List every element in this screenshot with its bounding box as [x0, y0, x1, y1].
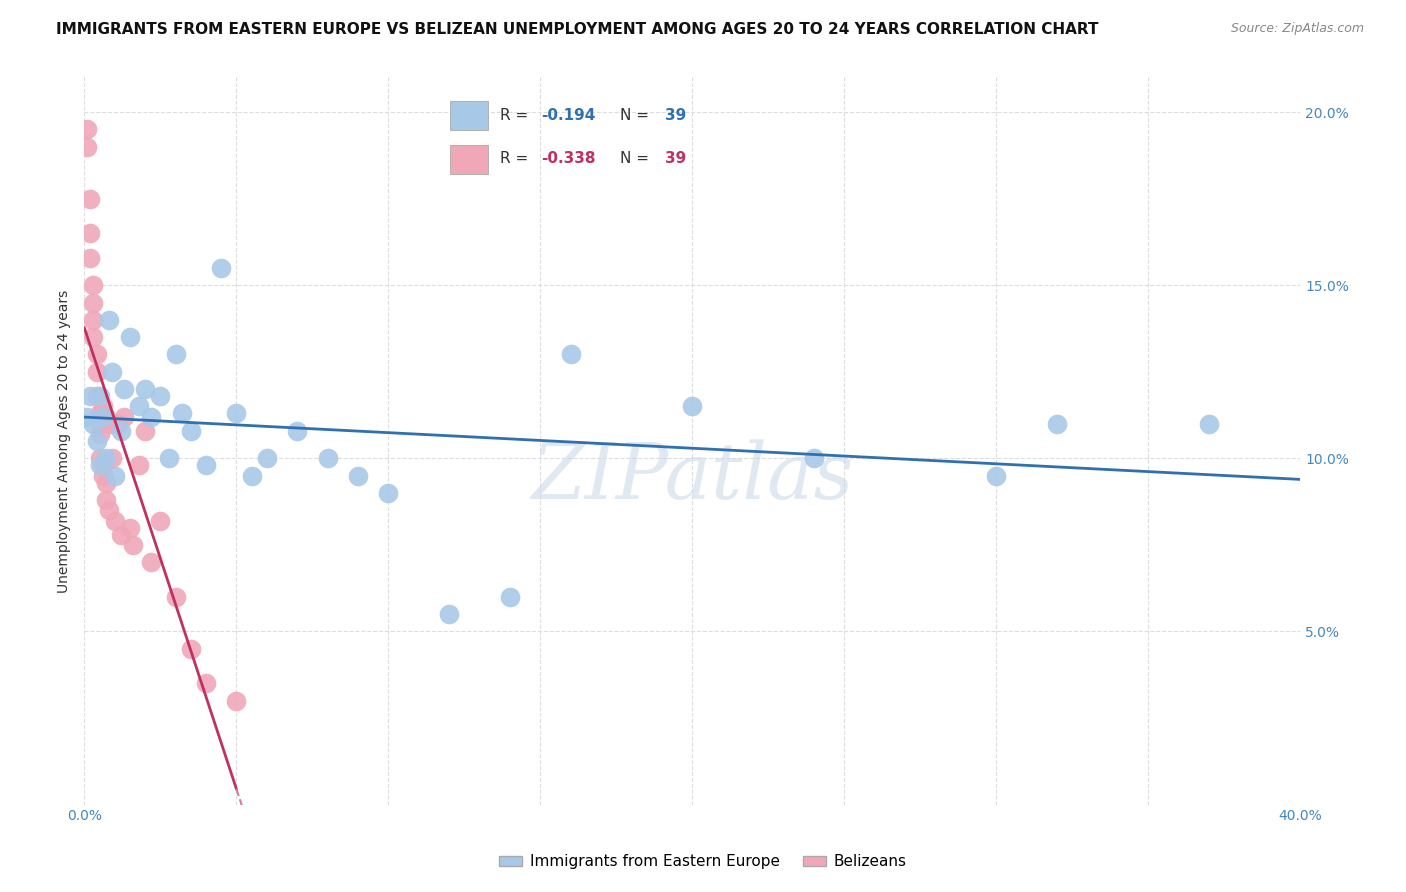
- Point: [94, 492, 117, 507]
- Point: [89, 451, 111, 466]
- Point: [194, 676, 217, 690]
- Point: [86, 347, 108, 361]
- Point: [91, 400, 114, 414]
- Point: [1046, 417, 1069, 431]
- Point: [225, 406, 247, 420]
- Point: [128, 400, 150, 414]
- Point: [91, 468, 114, 483]
- Point: [134, 424, 156, 438]
- Point: [285, 424, 308, 438]
- Point: [89, 427, 111, 442]
- Point: [141, 409, 163, 424]
- Point: [89, 406, 111, 420]
- Point: [82, 295, 104, 310]
- Point: [86, 389, 108, 403]
- Point: [159, 451, 181, 466]
- Point: [128, 458, 150, 473]
- Point: [91, 458, 114, 473]
- Point: [79, 389, 101, 403]
- Point: [89, 417, 111, 431]
- Point: [118, 520, 141, 534]
- Point: [89, 389, 111, 403]
- Point: [180, 424, 202, 438]
- Point: [82, 313, 104, 327]
- Point: [82, 417, 104, 431]
- Point: [79, 251, 101, 265]
- Point: [76, 409, 98, 424]
- Point: [97, 313, 120, 327]
- Point: [94, 475, 117, 490]
- Point: [499, 590, 522, 604]
- Point: [141, 555, 163, 569]
- Point: [134, 382, 156, 396]
- Point: [165, 347, 187, 361]
- Point: [803, 451, 825, 466]
- Point: [107, 417, 129, 431]
- Point: [112, 409, 135, 424]
- Point: [1198, 417, 1220, 431]
- Point: [112, 382, 135, 396]
- Point: [100, 451, 122, 466]
- Point: [76, 139, 98, 153]
- Legend: Immigrants from Eastern Europe, Belizeans: Immigrants from Eastern Europe, Belizean…: [494, 848, 912, 875]
- Point: [97, 503, 120, 517]
- Point: [97, 417, 120, 431]
- Point: [194, 458, 217, 473]
- Y-axis label: Unemployment Among Ages 20 to 24 years: Unemployment Among Ages 20 to 24 years: [58, 289, 72, 592]
- Point: [79, 227, 101, 241]
- Point: [149, 389, 172, 403]
- Point: [149, 514, 172, 528]
- Point: [86, 434, 108, 448]
- Point: [681, 400, 703, 414]
- Point: [110, 424, 132, 438]
- Point: [110, 527, 132, 541]
- Text: ZIPatlas: ZIPatlas: [531, 439, 853, 516]
- Point: [76, 122, 98, 136]
- Point: [347, 468, 370, 483]
- Text: IMMIGRANTS FROM EASTERN EUROPE VS BELIZEAN UNEMPLOYMENT AMONG AGES 20 TO 24 YEAR: IMMIGRANTS FROM EASTERN EUROPE VS BELIZE…: [56, 22, 1098, 37]
- Point: [209, 260, 232, 275]
- Point: [118, 330, 141, 344]
- Point: [560, 347, 582, 361]
- Point: [256, 451, 278, 466]
- Point: [94, 451, 117, 466]
- Point: [122, 538, 145, 552]
- Point: [100, 365, 122, 379]
- Point: [986, 468, 1008, 483]
- Point: [165, 590, 187, 604]
- Point: [377, 486, 399, 500]
- Point: [79, 192, 101, 206]
- Point: [91, 409, 114, 424]
- Point: [94, 409, 117, 424]
- Point: [240, 468, 263, 483]
- Point: [225, 694, 247, 708]
- Point: [437, 607, 460, 622]
- Point: [104, 514, 127, 528]
- Text: Source: ZipAtlas.com: Source: ZipAtlas.com: [1230, 22, 1364, 36]
- Point: [82, 330, 104, 344]
- Point: [82, 278, 104, 293]
- Point: [180, 641, 202, 656]
- Point: [316, 451, 339, 466]
- Point: [89, 458, 111, 473]
- Point: [104, 468, 127, 483]
- Point: [170, 406, 193, 420]
- Point: [86, 365, 108, 379]
